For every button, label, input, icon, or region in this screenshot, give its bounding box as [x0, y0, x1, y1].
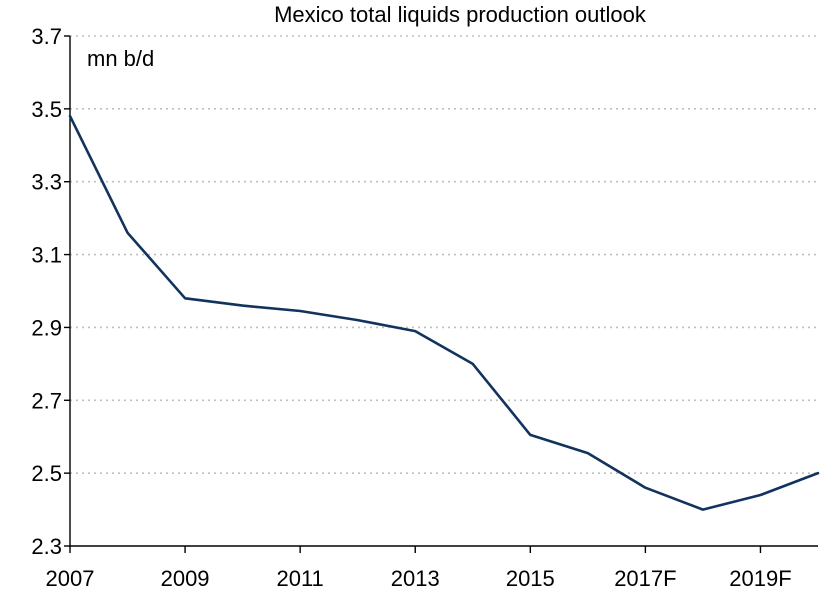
x-tick-label-2: 2009: [161, 566, 210, 591]
gridlines: [70, 35, 818, 474]
x-tick-label-8: 2015: [506, 566, 555, 591]
axes: [64, 35, 818, 553]
x-tick-label-4: 2011: [276, 566, 323, 591]
y-tick-label-4: 3.1: [31, 243, 62, 268]
x-tick-label-10: 2017F: [614, 566, 676, 591]
series-line-0: [68, 114, 820, 511]
y-tick-label-0: 2.3: [31, 534, 62, 559]
y-tick-label-3: 2.9: [31, 315, 62, 340]
y-tick-label-2: 2.7: [31, 388, 62, 413]
x-tick-label-12: 2019F: [729, 566, 791, 591]
x-tick-label-0: 2007: [46, 566, 95, 591]
y-tick-label-7: 3.7: [31, 24, 62, 49]
series-layer: [68, 114, 820, 511]
y-tick-label-5: 3.3: [31, 170, 62, 195]
x-tick-label-6: 2013: [391, 566, 440, 591]
tick-labels: 2.3 2.5 2.7 2.9 3.1 3.3 3.5 3.7 2007 2009 2011 2013…: [31, 24, 791, 591]
chart-title: Mexico total liquids production outlook: [274, 2, 647, 27]
unit-label: mn b/d: [87, 46, 154, 71]
y-tick-label-6: 3.5: [31, 97, 62, 122]
y-tick-label-1: 2.5: [31, 461, 62, 486]
